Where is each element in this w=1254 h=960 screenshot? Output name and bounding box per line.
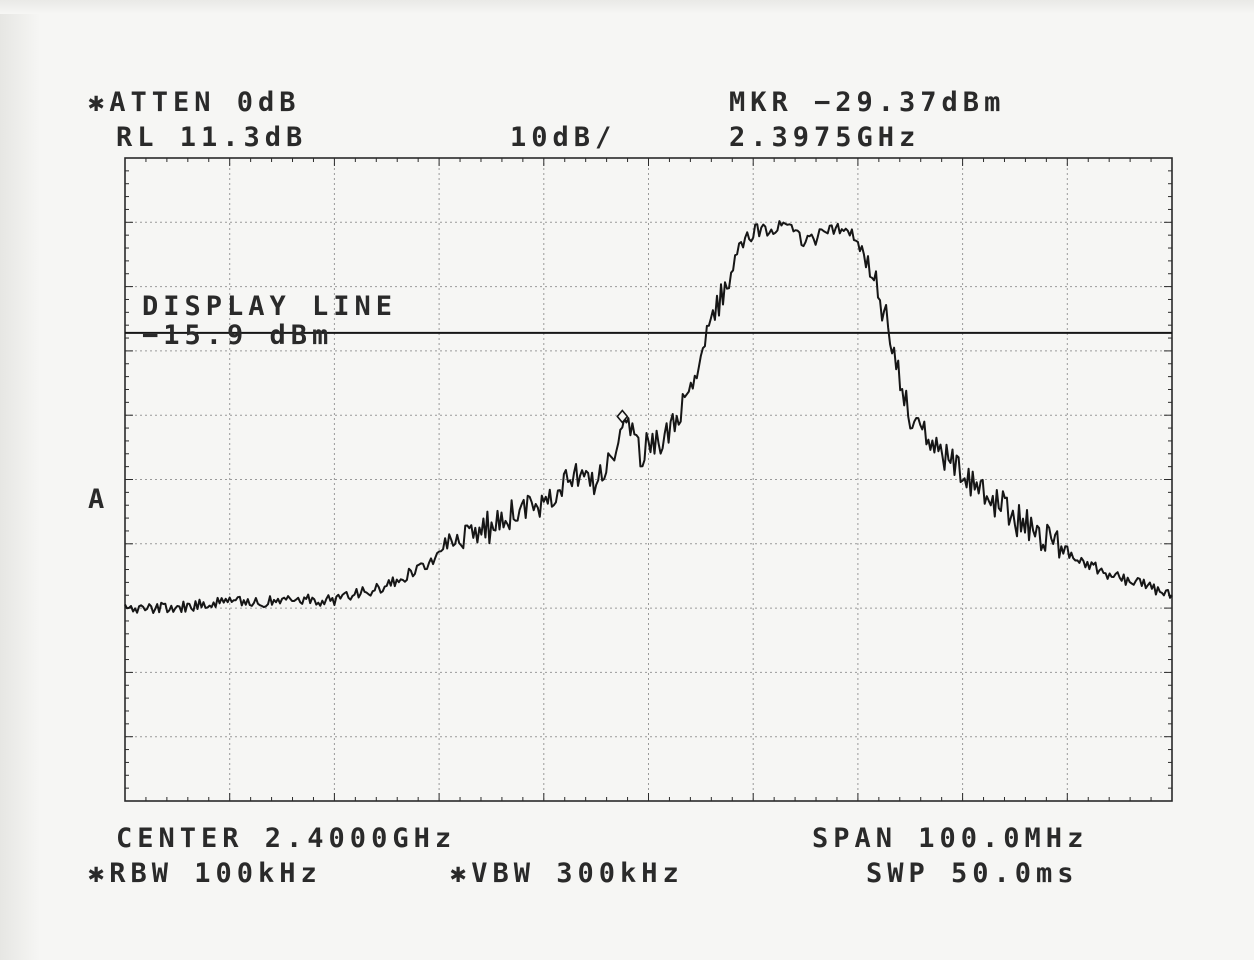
center-freq-label: CENTER 2.4000GHz [116,823,457,854]
ref-level-label: RL 11.3dB [116,122,308,153]
scale-label: 10dB/ [510,122,617,153]
display-line-title: DISPLAY LINE [142,291,398,322]
spectrum-trace [124,220,1173,614]
rbw-label: ✱RBW 100kHz [88,858,322,889]
trace-a-label: A [88,484,110,515]
marker-diamond [616,409,629,424]
graticule [124,157,1173,802]
scan-top-shading [0,0,1254,14]
scan-edge-shading [0,0,40,960]
plot-frame [124,157,1173,802]
marker-freq-label: 2.3975GHz [729,122,921,153]
atten-label: ✱ATTEN 0dB [88,87,301,118]
span-label: SPAN 100.0MHz [812,823,1089,854]
display-line-value: −15.9 dBm [142,320,334,351]
marker-level-label: MKR −29.37dBm [729,87,1006,118]
sweep-label: SWP 50.0ms [866,858,1079,889]
vbw-label: ✱VBW 300kHz [450,858,684,889]
